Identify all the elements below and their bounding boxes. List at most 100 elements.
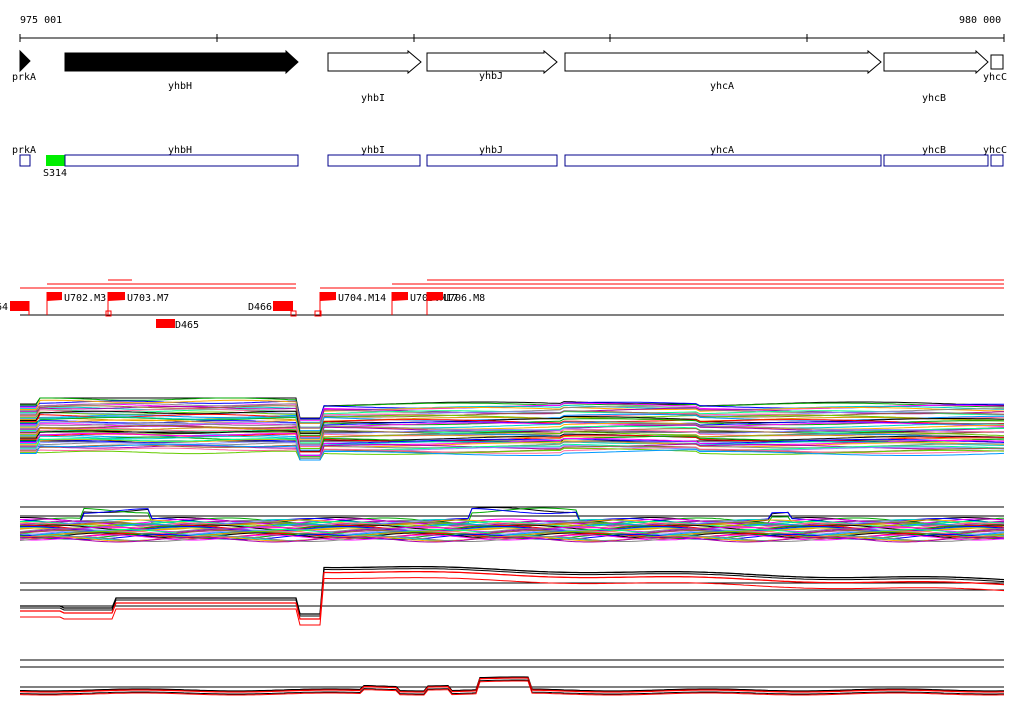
gene-yhbI[interactable]: yhbI	[327, 49, 422, 104]
expression-trace	[20, 411, 1005, 433]
feature-U703.M7[interactable]: U703.M7	[105, 292, 169, 317]
expression-trace	[20, 399, 1005, 424]
expression-panel-1	[20, 397, 1005, 461]
expression-trace	[20, 410, 1005, 434]
feature-D465[interactable]: D465	[156, 319, 199, 331]
coordinate-ruler: 975 001 980 000	[19, 15, 1005, 42]
segment-box-yhbI[interactable]	[327, 154, 421, 167]
feature-label: U702.M3	[64, 293, 106, 304]
segment-label: yhbH	[168, 145, 192, 156]
expression-trace	[20, 416, 1005, 440]
segment-label: yhbJ	[479, 145, 503, 156]
expression-trace	[19, 507, 1005, 524]
segment-label: prkA	[12, 145, 36, 156]
gene-arrow	[19, 49, 31, 73]
expression-trace	[20, 443, 1005, 461]
gene-yhbH[interactable]: yhbH	[64, 49, 299, 92]
feature-label: U704.M14	[338, 293, 386, 304]
expression-panel-3	[20, 565, 1005, 626]
segment-label: yhcC	[983, 145, 1007, 156]
segment-box-yhcA[interactable]	[564, 154, 882, 167]
gene-label: yhbI	[361, 93, 385, 104]
gene-yhcB[interactable]: yhcB	[883, 49, 989, 104]
expression-trace	[20, 570, 1005, 620]
segment-box-yhcC[interactable]	[990, 154, 1004, 167]
expression-trace	[20, 565, 1005, 615]
feature-U704.M14[interactable]: U704.M14	[314, 292, 386, 317]
expression-trace	[19, 528, 1005, 534]
segment-box-yhcB[interactable]	[883, 154, 989, 167]
expression-trace	[20, 447, 1005, 461]
gene-label: prkA	[12, 72, 36, 83]
expression-trace	[19, 522, 1005, 529]
segment-box-yhbJ[interactable]	[426, 154, 558, 167]
expression-trace	[20, 432, 1005, 456]
segment-box-yhbH[interactable]	[64, 154, 299, 167]
feature-label: U703.M7	[127, 293, 169, 304]
expression-trace	[20, 430, 1005, 452]
gene-box	[990, 54, 1004, 70]
feature-U706.M8[interactable]: U706.M8	[426, 292, 485, 315]
expression-panel-2	[19, 506, 1005, 543]
gene-prkA[interactable]: prkA	[12, 49, 36, 83]
gene-label: yhbJ	[479, 71, 503, 82]
segment-track: prkA yhbH yhbI yhbJ yhcA yhcB yhcC S314	[12, 145, 1007, 179]
segment-label: yhcB	[922, 145, 946, 156]
expression-trace	[20, 424, 1005, 446]
expression-trace	[20, 405, 1005, 429]
gene-label: yhbH	[168, 81, 192, 92]
gene-yhcC[interactable]: yhcC	[983, 54, 1007, 83]
feature-label: D464	[0, 302, 8, 313]
expression-trace	[20, 438, 1005, 461]
ruler-end-label: 980 000	[959, 15, 1001, 26]
gene-label: yhcB	[922, 93, 946, 104]
expression-trace	[19, 530, 1005, 536]
gene-arrow	[883, 49, 989, 75]
segment-box-prkA[interactable]	[19, 154, 31, 167]
segment-highlight-S314[interactable]	[46, 155, 65, 166]
gene-label: yhcA	[710, 81, 734, 92]
expression-trace	[19, 680, 1004, 696]
expression-trace	[19, 521, 1005, 527]
expression-trace	[20, 397, 1004, 420]
feature-D464[interactable]: D464	[0, 301, 30, 315]
feature-D466[interactable]: D466	[248, 301, 297, 317]
gene-yhbJ[interactable]: yhbJ	[426, 49, 558, 82]
gene-label: yhcC	[983, 72, 1007, 83]
feature-label: D465	[175, 320, 199, 331]
ruler-ticks	[19, 34, 1005, 42]
feature-U702.M3[interactable]: U702.M3	[46, 292, 106, 315]
gene-arrow	[64, 49, 299, 75]
expression-trace	[19, 535, 1005, 542]
gene-arrow	[426, 49, 558, 75]
expression-trace	[20, 413, 1004, 437]
segment-label: yhcA	[710, 145, 734, 156]
expression-trace	[20, 568, 1005, 617]
feature-label: D466	[248, 302, 272, 313]
segment-label: yhbI	[361, 145, 385, 156]
expression-trace	[19, 526, 1005, 532]
expression-trace	[19, 677, 1004, 693]
feature-track: D464 U702.M3 U703.M7 D465 D466 U704.M14	[0, 279, 1004, 331]
expression-trace	[20, 439, 1005, 459]
expression-trace	[19, 525, 1005, 531]
expression-trace	[19, 536, 1005, 543]
ruler-start-label: 975 001	[20, 15, 62, 26]
feature-label: U706.M8	[443, 293, 485, 304]
expression-trace	[20, 421, 1005, 446]
expression-trace	[19, 676, 1004, 692]
gene-yhcA[interactable]: yhcA	[564, 49, 882, 92]
expression-trace	[19, 518, 1005, 525]
expression-trace	[20, 443, 1005, 461]
expression-trace	[19, 679, 1004, 695]
expression-trace	[19, 529, 1005, 536]
highlight-label: S314	[43, 168, 67, 179]
expression-panel-4	[19, 659, 1004, 696]
gene-arrow	[327, 49, 422, 75]
expression-trace	[20, 435, 1004, 459]
expression-trace	[19, 528, 1005, 535]
gene-track: prkA yhbH yhbI yhbJ yhcA yhcB yhcC	[12, 49, 1007, 104]
expression-trace	[20, 577, 1005, 626]
expression-trace	[20, 397, 1005, 419]
